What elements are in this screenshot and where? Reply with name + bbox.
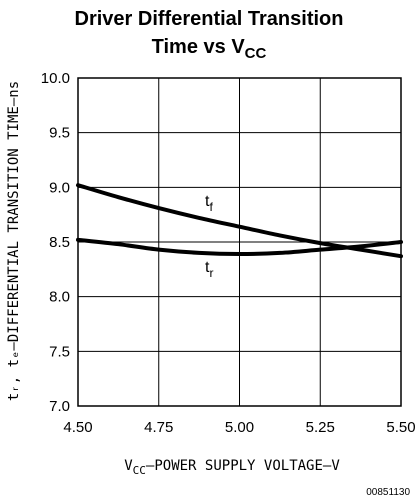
series-line-tr	[76, 237, 403, 257]
tick-labels: 4.50 4.75 5.00 5.25 5.50 7.0 7.5 8.0 8.5 9.0 9.5 10…	[41, 70, 416, 436]
y-tick-label: 9.5	[49, 125, 70, 142]
series-label-tr: tr	[205, 259, 213, 280]
series-label-tr-name: t	[205, 259, 210, 276]
y-tick-label: 10.0	[41, 70, 70, 87]
figure-code: 00851130	[366, 487, 410, 498]
series-label-tr-sub: r	[209, 266, 213, 280]
x-axis-label-sub: CC	[133, 464, 146, 477]
x-tick-label: 4.50	[63, 419, 92, 436]
x-axis-label: VCC–POWER SUPPLY VOLTAGE–V	[124, 458, 340, 477]
x-tick-label: 4.75	[144, 419, 173, 436]
chart-title-main: Time vs V	[152, 36, 246, 58]
grid	[78, 78, 401, 406]
chart-title-subscript: CC	[245, 45, 267, 62]
x-axis-label-v: V	[124, 458, 133, 474]
x-tick-label: 5.00	[225, 419, 254, 436]
chart-title-line2: Time vs VCC	[152, 36, 267, 62]
series-lines	[76, 183, 403, 259]
y-tick-label: 7.0	[49, 398, 70, 415]
y-axis-label: tᵣ, tₑ–DIFFERENTIAL TRANSITION TIME–ns	[6, 81, 22, 401]
y-tick-label: 8.0	[49, 289, 70, 306]
y-tick-label: 9.0	[49, 179, 70, 196]
x-tick-label: 5.25	[306, 419, 335, 436]
y-tick-label: 7.5	[49, 343, 70, 360]
series-label-tf: tf	[205, 193, 213, 214]
series-label-tf-sub: f	[209, 200, 213, 214]
series-label-tf-name: t	[205, 193, 210, 210]
x-tick-label: 5.50	[386, 419, 415, 436]
y-tick-label: 8.5	[49, 234, 70, 251]
chart-title-line1: Driver Differential Transition	[75, 8, 344, 30]
x-axis-label-rest: –POWER SUPPLY VOLTAGE–V	[146, 458, 340, 474]
